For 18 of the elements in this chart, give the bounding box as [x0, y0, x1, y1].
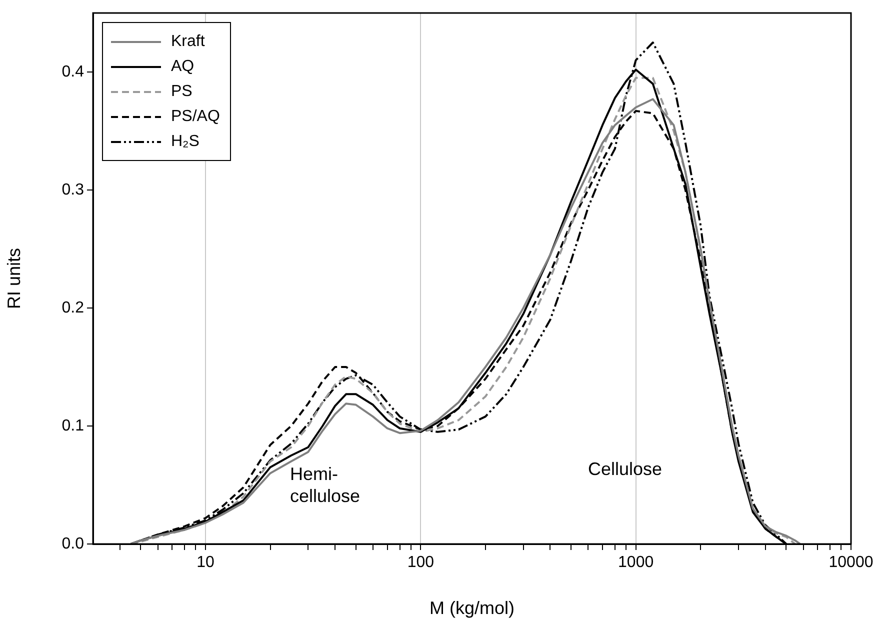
y-axis-title: RI units [4, 248, 24, 310]
legend-label: PS [171, 82, 192, 102]
x-tick-label: 10000 [828, 554, 874, 572]
x-axis-title: M (kg/mol) [430, 598, 514, 618]
x-tick-label: 100 [407, 554, 434, 572]
y-tick-label: 0.3 [62, 181, 84, 198]
annotation: Cellulose [588, 458, 662, 479]
y-tick-label: 0.1 [62, 417, 84, 434]
x-tick-label: 1000 [618, 554, 654, 572]
legend-label: AQ [171, 57, 194, 77]
y-tick-label: 0.2 [62, 299, 84, 316]
legend-label: H₂S [171, 132, 200, 152]
annotation: Hemi- cellulose [290, 464, 360, 506]
legend-label: Kraft [171, 32, 205, 52]
legend-label: PS/AQ [171, 107, 220, 127]
x-tick-label: 10 [196, 554, 215, 572]
y-tick-label: 0.4 [62, 63, 84, 80]
y-tick-label: 0.0 [62, 535, 84, 552]
